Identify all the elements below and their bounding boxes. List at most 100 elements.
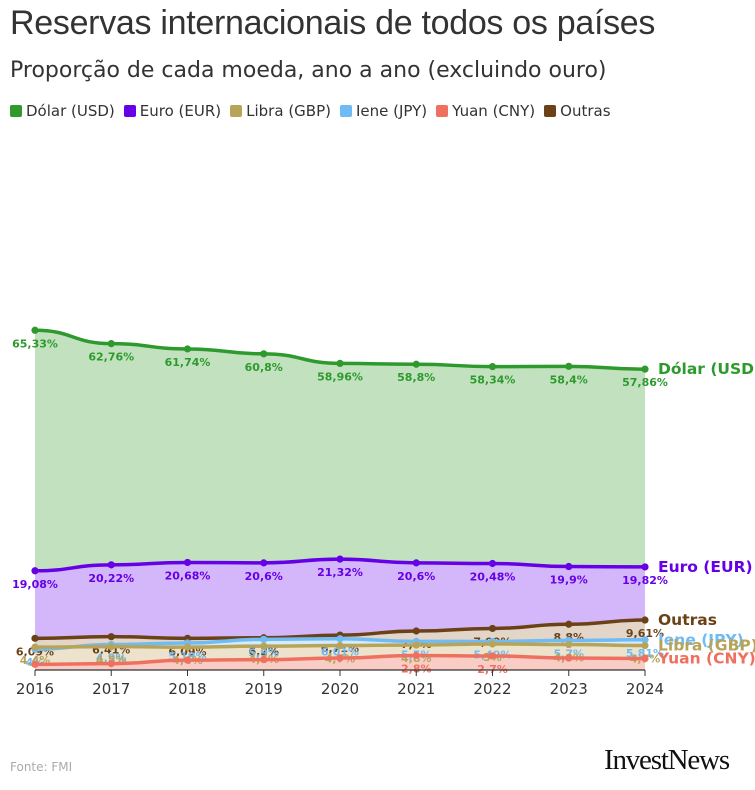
data-label-euro-eur: 19,82%	[622, 574, 668, 587]
x-tick-label: 2019	[245, 680, 283, 698]
data-point-libra-gbp	[641, 641, 649, 650]
data-point-libra-gbp	[336, 641, 344, 650]
data-point-iene-jpy	[336, 635, 344, 643]
legend-label-gbp: Libra (GBP)	[246, 102, 331, 120]
data-label-d-lar-usd: 57,86%	[622, 376, 668, 389]
data-point-d-lar-usd	[31, 326, 39, 334]
legend-swatch-cny	[436, 105, 449, 117]
data-point-d-lar-usd	[488, 363, 497, 371]
data-label-d-lar-usd: 58,8%	[397, 371, 435, 384]
series-iene-jpy: 4%4,9%5,19%5,9%6,01%5,5%5,49%5,7%5,81%Ie…	[26, 631, 744, 669]
data-point-yuan-cny	[565, 654, 573, 662]
data-point-libra-gbp	[412, 641, 420, 649]
series-d-lar-usd: 65,33% 62,76% 61,74% 60,8% 58,96% 58,8% 58,34%…	[12, 326, 755, 389]
data-point-outras	[412, 627, 420, 635]
data-label-outras: 6,2%	[248, 645, 279, 658]
data-label-euro-eur: 20,48%	[470, 571, 516, 584]
data-label-euro-eur: 20,6%	[397, 570, 435, 583]
data-point-outras	[488, 624, 497, 633]
data-point-outras	[31, 634, 39, 642]
x-tick-label: 2017	[92, 680, 130, 698]
data-point-yuan-cny	[412, 651, 420, 660]
legend-label-cny: Yuan (CNY)	[452, 102, 536, 120]
series-line-d-lar-usd	[33, 328, 647, 371]
data-point-iene-jpy	[641, 636, 649, 644]
data-point-outras	[107, 633, 115, 641]
data-point-d-lar-usd	[183, 345, 192, 353]
data-point-euro-eur	[336, 555, 344, 563]
data-label-iene-jpy: 5,81%	[626, 647, 664, 660]
data-point-iene-jpy	[260, 635, 268, 643]
data-point-outras	[565, 620, 573, 628]
data-point-euro-eur	[565, 562, 573, 571]
data-point-euro-eur	[183, 558, 192, 567]
data-point-d-lar-usd	[565, 362, 573, 370]
area-euro-eur	[35, 559, 645, 639]
data-point-yuan-cny	[260, 656, 268, 664]
data-point-euro-eur	[107, 561, 115, 569]
data-label-euro-eur: 19,9%	[550, 574, 588, 587]
data-label-d-lar-usd: 65,33%	[12, 337, 58, 350]
data-point-euro-eur	[488, 559, 497, 568]
data-point-d-lar-usd	[107, 340, 115, 348]
series-end-label-outras: Outras	[658, 611, 717, 629]
data-point-euro-eur	[641, 563, 649, 571]
x-tick-label: 2020	[321, 680, 359, 698]
data-point-libra-gbp	[107, 643, 115, 651]
legend-label-other: Outras	[560, 102, 611, 120]
data-point-d-lar-usd	[412, 360, 420, 368]
data-label-d-lar-usd: 58,34%	[470, 374, 516, 387]
data-point-euro-eur	[412, 559, 420, 567]
x-tick-label: 2016	[16, 680, 54, 698]
series-yuan-cny: 2,8%2,7%Yuan (CNY)	[31, 650, 755, 676]
data-point-outras	[641, 616, 649, 624]
data-point-euro-eur	[31, 567, 39, 575]
data-label-outras: 9,61%	[626, 627, 664, 640]
legend-item-eur: Euro (EUR)	[123, 102, 222, 120]
legend-label-eur: Euro (EUR)	[139, 102, 222, 120]
brand-logo: InvestNews	[604, 744, 730, 776]
legend-item-cny: Yuan (CNY)	[436, 102, 535, 120]
data-label-d-lar-usd: 60,8%	[245, 361, 283, 374]
data-point-libra-gbp	[31, 643, 39, 651]
data-point-libra-gbp	[565, 640, 573, 649]
data-label-yuan-cny: 2,8%	[401, 662, 432, 675]
data-label-iene-jpy: 5,9%	[248, 646, 279, 659]
data-label-iene-jpy: 4,9%	[96, 652, 127, 665]
legend-swatch-eur	[123, 105, 136, 117]
x-axis: 2016 2017 2018 2019 2020 2021 2022 2023 2024	[16, 669, 664, 698]
area-d-lar-usd	[35, 330, 645, 571]
data-label-euro-eur: 20,22%	[88, 572, 134, 585]
data-label-euro-eur: 19,08%	[12, 578, 58, 591]
data-point-yuan-cny	[183, 656, 192, 664]
chart-title: Reservas internacionais de todos os país…	[10, 4, 656, 42]
data-point-d-lar-usd	[641, 365, 649, 373]
x-tick-label: 2022	[473, 680, 511, 698]
data-label-d-lar-usd: 61,74%	[165, 356, 211, 369]
legend-swatch-other	[544, 105, 557, 117]
data-point-euro-eur	[260, 559, 268, 567]
data-label-d-lar-usd: 58,4%	[550, 373, 588, 386]
data-label-euro-eur: 20,6%	[245, 570, 283, 583]
series-end-label-iene-jpy: Iene (JPY)	[658, 631, 744, 649]
data-label-d-lar-usd: 62,76%	[88, 351, 134, 364]
legend-swatch-gbp	[230, 105, 243, 117]
x-tick-label: 2024	[626, 680, 664, 698]
data-point-libra-gbp	[488, 640, 497, 648]
data-label-euro-eur: 21,32%	[317, 566, 363, 579]
data-point-libra-gbp	[260, 642, 268, 650]
legend-label-jpy: Iene (JPY)	[355, 102, 428, 120]
series-end-label-euro-eur: Euro (EUR)	[658, 558, 753, 576]
data-point-libra-gbp	[183, 643, 192, 651]
legend-item-jpy: Iene (JPY)	[339, 102, 428, 120]
legend-swatch-usd	[10, 105, 22, 117]
data-point-yuan-cny	[336, 654, 344, 662]
x-tick-label: 2023	[550, 680, 588, 698]
data-label-iene-jpy: 6,01%	[321, 646, 359, 659]
legend-swatch-jpy	[339, 105, 352, 117]
series-end-label-libra-gbp: Libra (GBP)	[658, 637, 755, 655]
legend-label-usd: Dólar (USD)	[26, 102, 115, 120]
data-point-yuan-cny	[31, 660, 39, 668]
data-label-euro-eur: 20,68%	[165, 569, 211, 582]
